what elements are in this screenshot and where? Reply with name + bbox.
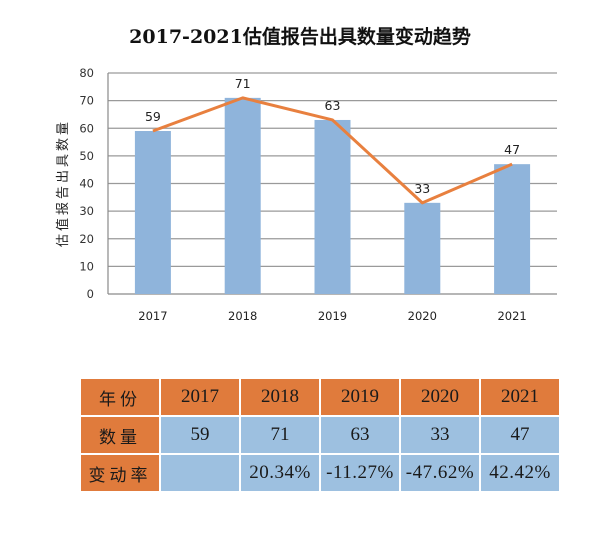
x-tick-label: 2018 xyxy=(228,309,257,323)
trend-polyline xyxy=(152,96,513,205)
y-tick-label: 20 xyxy=(79,232,94,246)
y-tick-label: 0 xyxy=(87,287,94,301)
data-table: 年份 2017 2018 2019 2020 2021 数量 59 71 63 33 47 变动率 20.… xyxy=(79,377,561,493)
x-tick-label: 2019 xyxy=(318,309,347,323)
table-cell: 47 xyxy=(479,415,561,455)
table-row: 数量 59 71 63 33 47 xyxy=(79,415,561,455)
table-cell: -11.27% xyxy=(319,453,401,493)
y-tick-label: 80 xyxy=(79,66,94,80)
bar-series xyxy=(134,97,531,295)
table-cell: 2017 xyxy=(159,377,241,417)
trend-line xyxy=(152,96,513,205)
table-cell: 2019 xyxy=(319,377,401,417)
y-axis-ticks: 0 10 20 30 40 50 60 70 80 xyxy=(79,66,94,301)
table-cell: 71 xyxy=(239,415,321,455)
table-cell: 20.34% xyxy=(239,453,321,493)
table-cell: -47.62% xyxy=(399,453,481,493)
table-cell xyxy=(159,453,241,493)
x-axis-ticks: 2017 2018 2019 2020 2021 xyxy=(138,309,526,323)
y-tick-label: 40 xyxy=(79,177,94,191)
y-axis-label: 估值报告出具数量 xyxy=(55,119,71,247)
table-cell: 42.42% xyxy=(479,453,561,493)
x-tick-label: 2017 xyxy=(138,309,167,323)
table-cell: 59 xyxy=(159,415,241,455)
data-labels: 59 71 63 33 47 xyxy=(145,76,520,196)
bar xyxy=(224,97,261,294)
data-label: 71 xyxy=(235,76,251,91)
bar xyxy=(134,131,171,294)
data-label: 47 xyxy=(504,142,520,157)
row-label: 数量 xyxy=(79,415,161,455)
bar xyxy=(494,164,531,294)
y-tick-label: 10 xyxy=(79,259,94,273)
table-cell: 63 xyxy=(319,415,401,455)
y-tick-label: 60 xyxy=(79,121,94,135)
x-tick-label: 2020 xyxy=(408,309,437,323)
bar xyxy=(314,119,351,295)
table-row: 变动率 20.34% -11.27% -47.62% 42.42% xyxy=(79,453,561,493)
y-tick-label: 30 xyxy=(79,204,94,218)
row-label: 变动率 xyxy=(79,453,161,493)
table-cell: 2021 xyxy=(479,377,561,417)
data-label: 63 xyxy=(325,98,341,113)
y-tick-label: 50 xyxy=(79,149,94,163)
data-label: 33 xyxy=(414,181,430,196)
table-cell: 2020 xyxy=(399,377,481,417)
data-label: 59 xyxy=(145,109,161,124)
table-cell: 33 xyxy=(399,415,481,455)
row-label: 年份 xyxy=(79,377,161,417)
table-row: 年份 2017 2018 2019 2020 2021 xyxy=(79,377,561,417)
y-tick-label: 70 xyxy=(79,94,94,108)
x-tick-label: 2021 xyxy=(497,309,526,323)
chart-title: 2017-2021估值报告出具数量变动趋势 xyxy=(129,26,471,48)
bar xyxy=(404,202,441,294)
table-cell: 2018 xyxy=(239,377,321,417)
